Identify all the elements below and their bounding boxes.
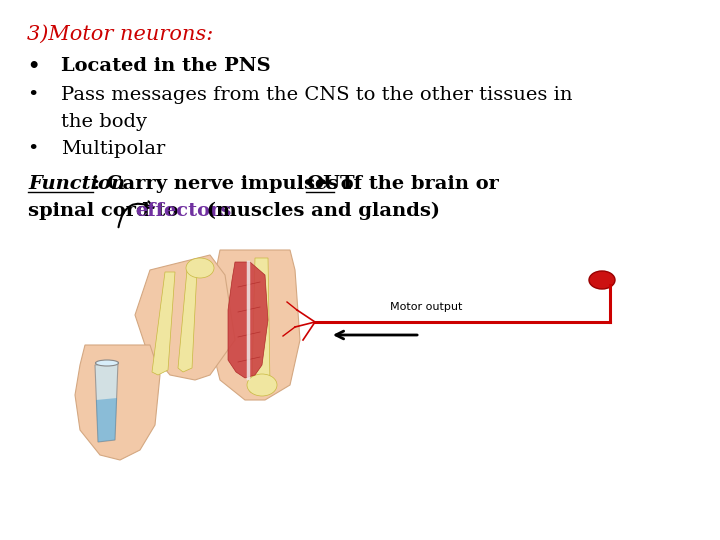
Polygon shape (178, 270, 197, 372)
Polygon shape (75, 345, 160, 460)
Text: OUT: OUT (306, 175, 355, 193)
Text: Function: Function (28, 175, 125, 193)
Polygon shape (250, 258, 270, 392)
FancyArrowPatch shape (336, 331, 417, 339)
Ellipse shape (186, 258, 214, 278)
Text: •: • (27, 57, 40, 75)
Text: •: • (27, 140, 39, 158)
Polygon shape (210, 250, 300, 400)
Text: : Carry nerve impulses: : Carry nerve impulses (93, 175, 345, 193)
Polygon shape (228, 262, 268, 378)
Text: Located in the PNS: Located in the PNS (61, 57, 271, 75)
Text: Pass messages from the CNS to the other tissues in: Pass messages from the CNS to the other … (61, 86, 572, 104)
Ellipse shape (247, 374, 277, 396)
Ellipse shape (96, 360, 119, 366)
Polygon shape (135, 255, 235, 380)
Polygon shape (152, 272, 175, 375)
Text: 3)Motor neurons:: 3)Motor neurons: (27, 24, 214, 43)
Text: Multipolar: Multipolar (61, 140, 166, 158)
Text: (muscles and glands): (muscles and glands) (200, 202, 440, 220)
FancyArrowPatch shape (119, 201, 153, 227)
Text: of the brain or: of the brain or (334, 175, 499, 193)
Polygon shape (96, 398, 117, 442)
Text: Motor output: Motor output (390, 302, 462, 312)
Ellipse shape (589, 271, 615, 289)
Text: effectors: effectors (135, 202, 231, 220)
Text: spinal cord to: spinal cord to (28, 202, 185, 220)
Text: the body: the body (61, 113, 147, 131)
Text: •: • (27, 86, 39, 104)
Polygon shape (95, 362, 118, 442)
